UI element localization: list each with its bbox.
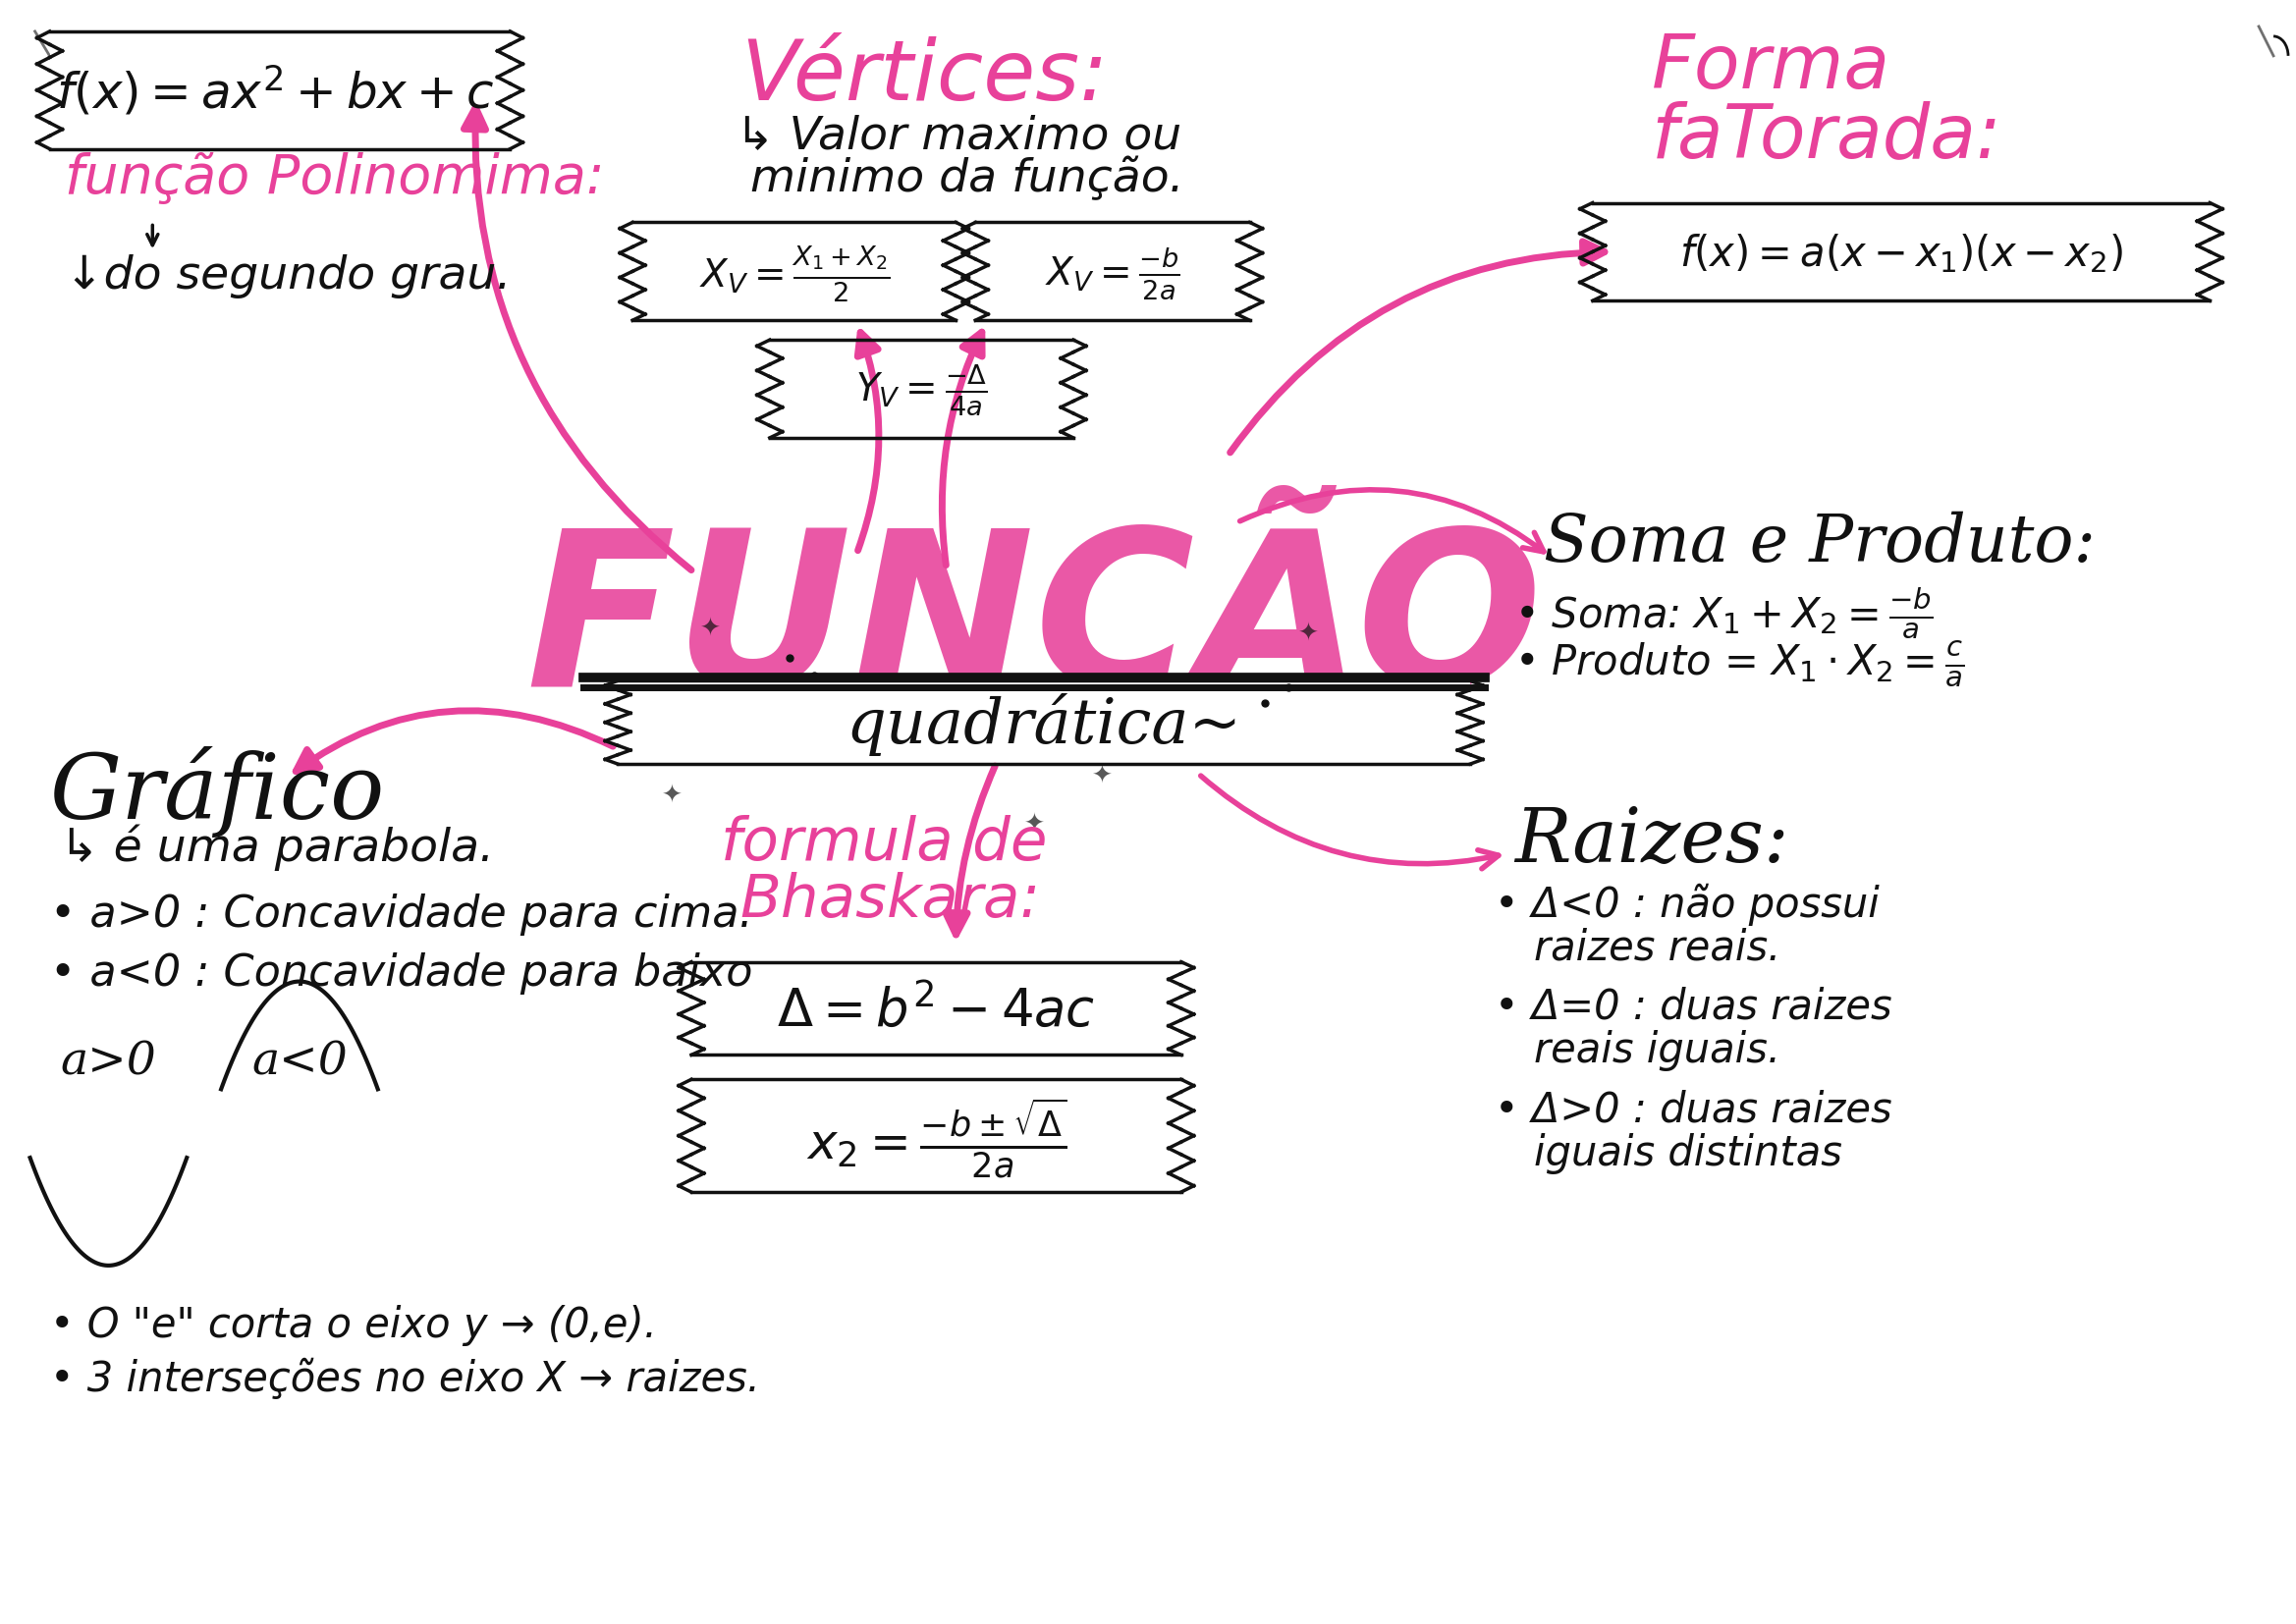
Text: ↓do segundo grau.: ↓do segundo grau. bbox=[64, 253, 510, 299]
Polygon shape bbox=[618, 680, 1469, 763]
Text: Forma: Forma bbox=[1651, 31, 1890, 104]
Text: formula de: formula de bbox=[721, 815, 1047, 872]
Text: $X_V = \frac{-b}{2a}$: $X_V = \frac{-b}{2a}$ bbox=[1045, 245, 1180, 302]
Text: iguais distintas: iguais distintas bbox=[1534, 1134, 1841, 1174]
Text: • a<0 : Concavidade para baixo: • a<0 : Concavidade para baixo bbox=[51, 952, 753, 994]
Text: • Soma: $X_1+X_2 = \frac{-b}{a}$: • Soma: $X_1+X_2 = \frac{-b}{a}$ bbox=[1515, 585, 1933, 640]
Text: • Δ=0 : duas raizes: • Δ=0 : duas raizes bbox=[1495, 986, 1892, 1028]
Text: • Produto = $X_1 \cdot X_2 = \frac{c}{a}$: • Produto = $X_1 \cdot X_2 = \frac{c}{a}… bbox=[1515, 638, 1963, 689]
Text: ↳ Valor maximo ou: ↳ Valor maximo ou bbox=[735, 115, 1182, 159]
Text: a>0: a>0 bbox=[60, 1041, 156, 1085]
Text: faTorada:: faTorada: bbox=[1651, 101, 2002, 172]
Text: ↳ é uma parabola.: ↳ é uma parabola. bbox=[60, 825, 494, 872]
Polygon shape bbox=[769, 339, 1075, 438]
Text: $f(x) = a(x-x_1)(x-x_2)$: $f(x) = a(x-x_1)(x-x_2)$ bbox=[1678, 232, 2124, 274]
Text: minimo da função.: minimo da função. bbox=[751, 158, 1185, 201]
Polygon shape bbox=[1593, 203, 2209, 300]
Text: • O "e" corta o eixo y → (0,e).: • O "e" corta o eixo y → (0,e). bbox=[51, 1304, 657, 1346]
Text: FUNÇÃO: FUNÇÃO bbox=[526, 487, 1543, 731]
Text: ✦: ✦ bbox=[1024, 814, 1045, 836]
Text: • 3 interseções no eixo X → raizes.: • 3 interseções no eixo X → raizes. bbox=[51, 1359, 760, 1400]
Polygon shape bbox=[691, 1080, 1180, 1192]
Polygon shape bbox=[691, 961, 1180, 1056]
Polygon shape bbox=[631, 222, 955, 320]
Polygon shape bbox=[51, 31, 510, 149]
Text: ✦: ✦ bbox=[700, 617, 721, 640]
Text: ✦: ✦ bbox=[1093, 763, 1114, 788]
Text: $f(x) = ax^2 + bx + c$: $f(x) = ax^2 + bx + c$ bbox=[55, 65, 494, 119]
Text: Gráfico: Gráfico bbox=[51, 747, 386, 838]
Text: • a>0 : Concavidade para cima.: • a>0 : Concavidade para cima. bbox=[51, 893, 753, 935]
Polygon shape bbox=[976, 222, 1249, 320]
Text: $X_V = \frac{X_1+X_2}{2}$: $X_V = \frac{X_1+X_2}{2}$ bbox=[698, 244, 889, 305]
Text: raizes reais.: raizes reais. bbox=[1534, 927, 1782, 970]
Text: Bhaskara:: Bhaskara: bbox=[739, 872, 1040, 929]
Text: quadrática~: quadrática~ bbox=[847, 693, 1242, 757]
Text: reais iguais.: reais iguais. bbox=[1534, 1030, 1779, 1072]
Text: Vértices:: Vértices: bbox=[739, 36, 1107, 119]
Text: $x_2 = \frac{-b \pm \sqrt{\Delta}}{2a}$: $x_2 = \frac{-b \pm \sqrt{\Delta}}{2a}$ bbox=[806, 1096, 1068, 1181]
Text: $Y_V = \frac{-\Delta}{4a}$: $Y_V = \frac{-\Delta}{4a}$ bbox=[856, 364, 987, 419]
Text: função Polinomima:: função Polinomima: bbox=[64, 153, 604, 205]
Text: ✦: ✦ bbox=[1297, 622, 1318, 645]
Text: Soma e Produto:: Soma e Produto: bbox=[1543, 512, 2096, 575]
Text: • Δ<0 : não possui: • Δ<0 : não possui bbox=[1495, 883, 1880, 926]
Text: a<0: a<0 bbox=[250, 1041, 347, 1085]
Text: $\Delta = b^2 - 4ac$: $\Delta = b^2 - 4ac$ bbox=[776, 986, 1095, 1036]
Text: • Δ>0 : duas raizes: • Δ>0 : duas raizes bbox=[1495, 1090, 1892, 1130]
Text: ✦: ✦ bbox=[661, 783, 682, 807]
Text: Raizes:: Raizes: bbox=[1515, 806, 1789, 879]
